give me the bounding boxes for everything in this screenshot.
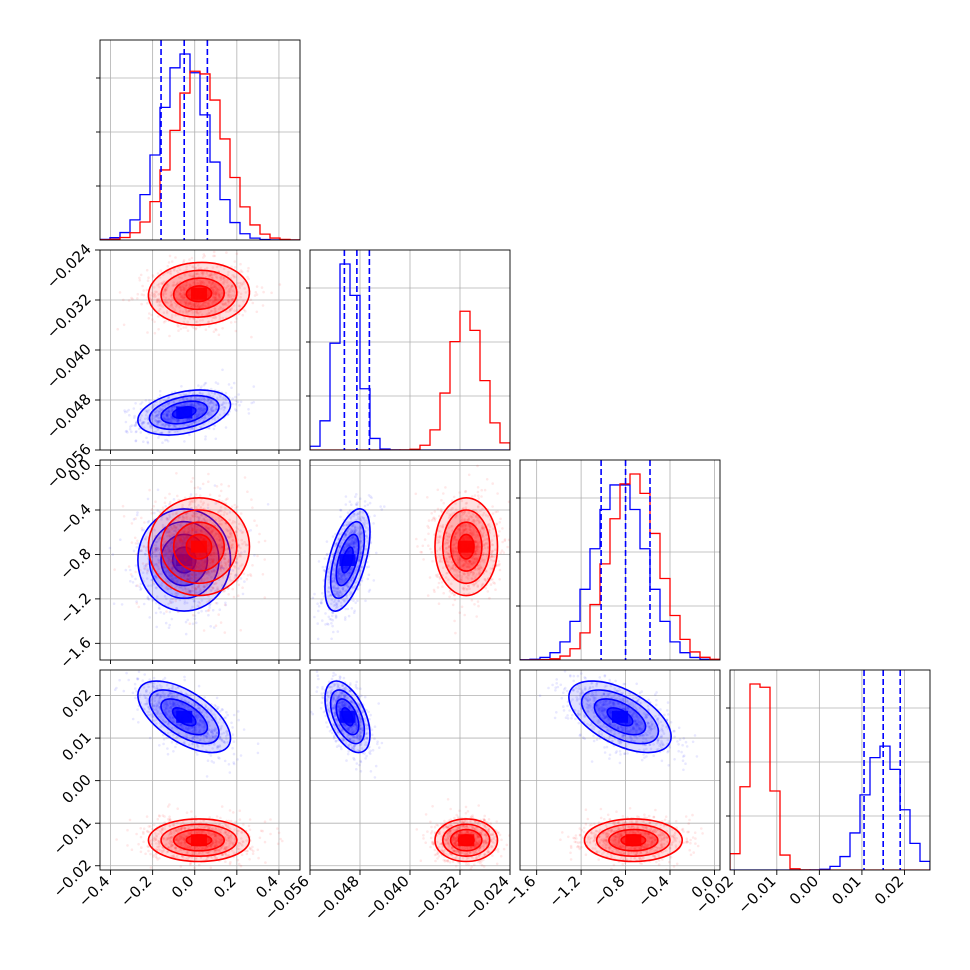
y-tick-label: 0.00 (58, 771, 94, 807)
histogram-1 (310, 250, 510, 450)
density-peak-red (190, 834, 207, 847)
x-tick-label: −1.6 (501, 872, 539, 910)
density-peak-red (625, 834, 642, 847)
panel-3-1 (310, 670, 510, 870)
axes-frame (99, 669, 301, 871)
axes-frame (519, 669, 721, 871)
panel-2-0 (100, 460, 300, 660)
y-tick-label: −1.2 (56, 589, 94, 627)
y-tick-label: −0.040 (43, 340, 95, 392)
x-tick-label: −0.048 (311, 872, 363, 924)
density-peak-blue (176, 406, 193, 419)
histogram-step-blue (100, 53, 300, 240)
axes-frame (519, 459, 721, 661)
y-tick-label: −0.024 (43, 240, 95, 292)
histogram-3 (730, 670, 930, 870)
histogram-step-red (310, 310, 510, 450)
scatter-points-red (116, 250, 282, 339)
x-tick-label: −0.8 (590, 872, 628, 910)
scatter-3-0 (113, 670, 284, 870)
axes-frame (729, 669, 931, 871)
density-peak-red (190, 287, 207, 300)
panel-3-3 (730, 670, 930, 870)
x-tick-label: −1.2 (545, 872, 583, 910)
x-tick-label: −0.01 (734, 872, 779, 917)
density-peak-blue (339, 554, 356, 566)
y-tick-label: 0.02 (58, 686, 94, 722)
y-tick-label: −0.4 (56, 500, 94, 538)
x-tick-label: 0.0 (168, 872, 198, 902)
axes-frame (309, 249, 511, 451)
y-tick-label: −0.032 (43, 290, 95, 342)
histogram-0 (100, 40, 300, 240)
y-tick-label: −1.6 (56, 633, 94, 671)
scatter-3-2 (538, 670, 704, 870)
y-tick-label: 0.01 (58, 728, 94, 764)
density-peak-red (458, 540, 475, 553)
histogram-step-blue (310, 263, 510, 450)
histogram-2 (520, 460, 720, 660)
histogram-step-red (520, 473, 720, 660)
scatter-2-1 (311, 464, 510, 641)
scatter-1-0 (116, 250, 282, 445)
scatter-3-1 (310, 670, 510, 870)
x-tick-label: −0.2 (117, 872, 155, 910)
axes-frame (99, 459, 301, 661)
density-peak-red (458, 834, 475, 847)
x-tick-label: −0.032 (411, 872, 463, 924)
density-peak-red (190, 540, 207, 553)
x-tick-label: −0.4 (634, 872, 672, 910)
x-tick-label: 0.2 (210, 872, 240, 902)
scatter-2-0 (108, 472, 270, 636)
x-tick-label: −0.040 (361, 872, 413, 924)
axes-frame (99, 39, 301, 241)
panel-0-0 (100, 40, 300, 240)
x-tick-label: 0.02 (871, 872, 907, 908)
y-tick-label: −0.8 (56, 545, 94, 583)
x-tick-label: 0.00 (786, 872, 822, 908)
histogram-step-red (100, 70, 300, 240)
y-tick-label: −0.01 (50, 813, 95, 858)
x-tick-label: 0.01 (828, 872, 864, 908)
density-peak-blue (339, 710, 356, 723)
histogram-step-blue (730, 745, 930, 870)
density-peak-blue (612, 710, 628, 723)
density-peak-blue (176, 710, 193, 723)
y-tick-label: −0.048 (43, 390, 95, 442)
